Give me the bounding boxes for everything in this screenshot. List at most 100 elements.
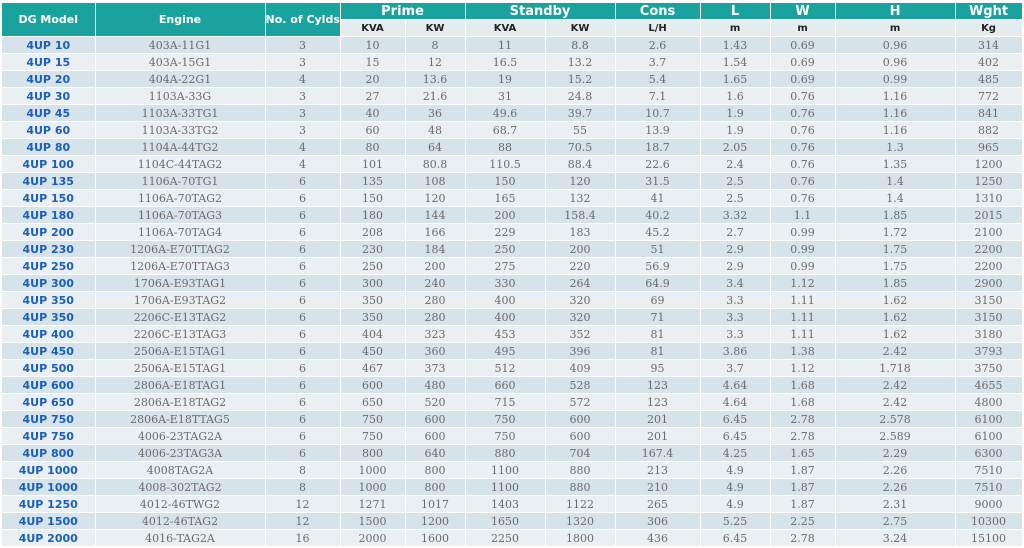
- table-cell: 1.11: [770, 325, 836, 343]
- table-cell: 880: [465, 444, 546, 462]
- table-cell: 4008-302TAG2: [95, 478, 266, 496]
- table-cell: 7510: [955, 478, 1023, 496]
- table-cell: 3150: [955, 308, 1023, 326]
- table-body: 4UP 10 403A-11G1 3 10 8 11 8.8 2.6 1.43 0.69 0.96 3…: [2, 36, 1023, 547]
- table-cell: 800: [405, 461, 466, 479]
- model-cell: 4UP 100: [2, 155, 96, 173]
- table-cell: 158.4: [545, 206, 616, 224]
- table-cell: 120: [545, 172, 616, 190]
- table-cell: 6: [265, 444, 341, 462]
- table-cell: 2.05: [700, 138, 771, 156]
- table-cell: 1.75: [835, 240, 956, 258]
- unit-header: m: [770, 19, 836, 37]
- table-cell: 15: [340, 53, 406, 71]
- table-cell: 402: [955, 53, 1023, 71]
- table-cell: 184: [405, 240, 466, 258]
- table-row: 4UP 180 1106A-70TAG3 6 180 144 200 158.4 40.2 3.…: [2, 206, 1023, 224]
- table-cell: 880: [545, 461, 616, 479]
- group-header: Prime: [340, 3, 466, 20]
- table-cell: 1310: [955, 189, 1023, 207]
- table-row: 4UP 1250 4012-46TWG2 12 1271 1017 1403 1122 265…: [2, 495, 1023, 513]
- table-cell: 1706A-E93TAG1: [95, 274, 266, 292]
- model-cell: 4UP 450: [2, 342, 96, 360]
- table-row: 4UP 100 1104C-44TAG2 4 101 80.8 110.5 88.4 22.6…: [2, 155, 1023, 173]
- table-cell: 6300: [955, 444, 1023, 462]
- table-cell: 2.25: [770, 512, 836, 530]
- table-row: 4UP 750 2806A-E18TTAG5 6 750 600 750 600 201 6.4…: [2, 410, 1023, 428]
- table-cell: 750: [465, 410, 546, 428]
- table-cell: 0.76: [770, 138, 836, 156]
- table-cell: 200: [545, 240, 616, 258]
- table-cell: 1.54: [700, 53, 771, 71]
- table-cell: 16: [265, 529, 341, 547]
- table-cell: 3180: [955, 325, 1023, 343]
- table-cell: 1403: [465, 495, 546, 513]
- table-cell: 2015: [955, 206, 1023, 224]
- table-cell: 1122: [545, 495, 616, 513]
- table-cell: 1.68: [770, 393, 836, 411]
- model-cell: 4UP 1500: [2, 512, 96, 530]
- table-cell: 2.78: [770, 529, 836, 547]
- table-cell: 600: [405, 427, 466, 445]
- table-cell: 352: [545, 325, 616, 343]
- table-cell: 2806A-E18TAG1: [95, 376, 266, 394]
- table-cell: 0.99: [835, 70, 956, 88]
- table-cell: 6100: [955, 427, 1023, 445]
- table-cell: 320: [545, 291, 616, 309]
- table-cell: 40: [340, 104, 406, 122]
- table-cell: 0.96: [835, 53, 956, 71]
- table-cell: 6: [265, 393, 341, 411]
- table-row: 4UP 800 4006-23TAG3A 6 800 640 880 704 167.4 4.2…: [2, 444, 1023, 462]
- table-cell: 2000: [340, 529, 406, 547]
- table-cell: 3: [265, 53, 341, 71]
- table-cell: 132: [545, 189, 616, 207]
- table-cell: 800: [340, 444, 406, 462]
- table-cell: 400: [465, 308, 546, 326]
- table-cell: 81: [615, 342, 701, 360]
- table-cell: 2.42: [835, 393, 956, 411]
- table-cell: 1200: [955, 155, 1023, 173]
- table-cell: 373: [405, 359, 466, 377]
- spec-table: DG Model Engine No. of Cylds Prime Standby Co…: [2, 3, 1023, 547]
- table-cell: 27: [340, 87, 406, 105]
- table-cell: 2506A-E15TAG1: [95, 342, 266, 360]
- model-cell: 4UP 350: [2, 291, 96, 309]
- table-cell: 3793: [955, 342, 1023, 360]
- table-cell: 6: [265, 376, 341, 394]
- table-cell: 3750: [955, 359, 1023, 377]
- table-cell: 1104A-44TG2: [95, 138, 266, 156]
- table-cell: 2206C-E13TAG3: [95, 325, 266, 343]
- table-cell: 4.9: [700, 461, 771, 479]
- table-cell: 1.16: [835, 104, 956, 122]
- table-cell: 2.5: [700, 189, 771, 207]
- table-cell: 1.4: [835, 189, 956, 207]
- unit-header: L/H: [615, 19, 701, 37]
- table-cell: 2206C-E13TAG2: [95, 308, 266, 326]
- table-cell: 2.7: [700, 223, 771, 241]
- table-cell: 0.76: [770, 104, 836, 122]
- table-cell: 0.69: [770, 36, 836, 54]
- model-cell: 4UP 180: [2, 206, 96, 224]
- unit-header: m: [835, 19, 956, 37]
- table-cell: 1103A-33TG2: [95, 121, 266, 139]
- table-cell: 882: [955, 121, 1023, 139]
- table-cell: 1.3: [835, 138, 956, 156]
- table-row: 4UP 30 1103A-33G 3 27 21.6 31 24.8 7.1 1.6 0.76 1.…: [2, 87, 1023, 105]
- table-cell: 11: [465, 36, 546, 54]
- table-cell: 6: [265, 206, 341, 224]
- table-cell: 10.7: [615, 104, 701, 122]
- table-cell: 2.78: [770, 410, 836, 428]
- unit-header: KVA: [340, 19, 406, 37]
- table-cell: 1.35: [835, 155, 956, 173]
- table-cell: 200: [465, 206, 546, 224]
- table-cell: 2.31: [835, 495, 956, 513]
- table-cell: 409: [545, 359, 616, 377]
- table-cell: 772: [955, 87, 1023, 105]
- table-cell: 10: [340, 36, 406, 54]
- table-cell: 13.6: [405, 70, 466, 88]
- table-cell: 4006-23TAG2A: [95, 427, 266, 445]
- table-cell: 4006-23TAG3A: [95, 444, 266, 462]
- table-cell: 1106A-70TAG4: [95, 223, 266, 241]
- table-cell: 1600: [405, 529, 466, 547]
